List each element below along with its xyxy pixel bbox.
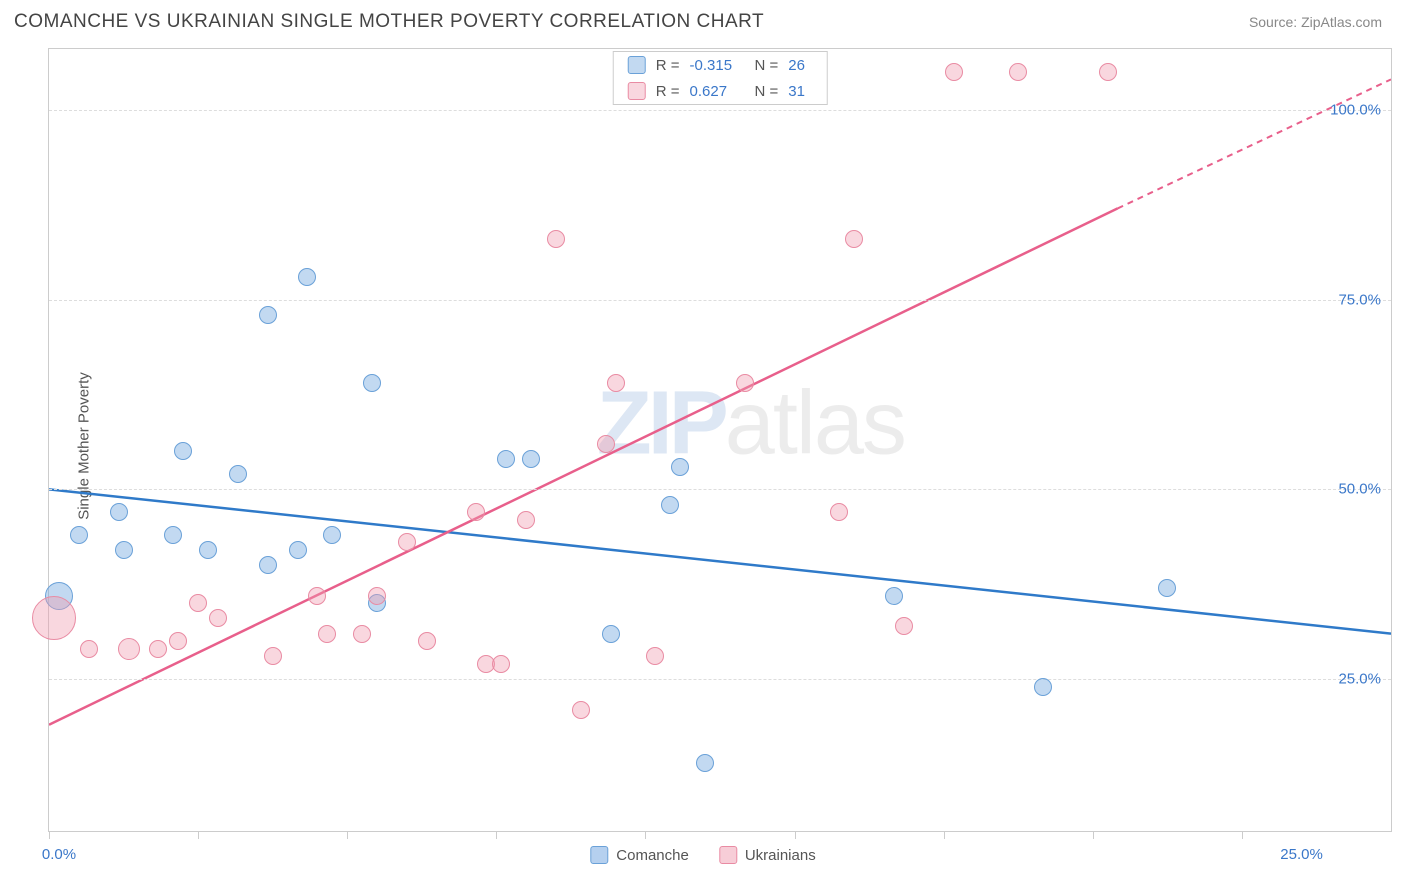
data-point-comanche	[259, 556, 277, 574]
data-point-ukrainians	[830, 503, 848, 521]
r-label: R =	[656, 83, 680, 100]
x-tick	[496, 831, 497, 839]
legend-swatch	[628, 56, 646, 74]
data-point-ukrainians	[895, 617, 913, 635]
data-point-comanche	[885, 587, 903, 605]
data-point-comanche	[671, 458, 689, 476]
gridline-h	[49, 300, 1391, 301]
data-point-comanche	[661, 496, 679, 514]
r-value: 0.627	[690, 83, 745, 100]
data-point-ukrainians	[32, 596, 76, 640]
data-point-comanche	[259, 306, 277, 324]
gridline-h	[49, 679, 1391, 680]
data-point-ukrainians	[264, 647, 282, 665]
y-tick-label: 75.0%	[1338, 291, 1381, 308]
data-point-comanche	[522, 450, 540, 468]
n-label: N =	[755, 57, 779, 74]
correlation-legend: R = -0.315 N = 26 R = 0.627 N = 31	[613, 51, 828, 105]
n-value: 31	[788, 83, 812, 100]
x-tick	[347, 831, 348, 839]
legend-label: Ukrainians	[745, 847, 816, 864]
data-point-comanche	[1158, 579, 1176, 597]
data-point-comanche	[298, 268, 316, 286]
data-point-comanche	[696, 754, 714, 772]
legend-label: Comanche	[616, 847, 689, 864]
chart-source: Source: ZipAtlas.com	[1249, 14, 1382, 30]
data-point-ukrainians	[149, 640, 167, 658]
data-point-ukrainians	[80, 640, 98, 658]
legend-swatch	[628, 82, 646, 100]
data-point-ukrainians	[1099, 63, 1117, 81]
data-point-comanche	[174, 442, 192, 460]
data-point-ukrainians	[646, 647, 664, 665]
trendline-comanche	[49, 489, 1391, 633]
data-point-comanche	[70, 526, 88, 544]
series-legend: Comanche Ukrainians	[590, 846, 815, 864]
trendline-ukrainians	[49, 208, 1118, 724]
data-point-comanche	[229, 465, 247, 483]
data-point-ukrainians	[607, 374, 625, 392]
r-label: R =	[656, 57, 680, 74]
data-point-ukrainians	[318, 625, 336, 643]
trendline-ext-ukrainians	[1118, 79, 1391, 208]
data-point-ukrainians	[418, 632, 436, 650]
data-point-comanche	[164, 526, 182, 544]
data-point-ukrainians	[353, 625, 371, 643]
data-point-comanche	[497, 450, 515, 468]
legend-row-comanche: R = -0.315 N = 26	[614, 52, 827, 78]
data-point-comanche	[289, 541, 307, 559]
data-point-ukrainians	[597, 435, 615, 453]
x-tick	[49, 831, 50, 839]
data-point-comanche	[602, 625, 620, 643]
y-tick-label: 50.0%	[1338, 481, 1381, 498]
trend-lines	[49, 49, 1391, 831]
data-point-ukrainians	[736, 374, 754, 392]
x-tick	[198, 831, 199, 839]
x-tick	[645, 831, 646, 839]
x-tick	[1242, 831, 1243, 839]
data-point-comanche	[363, 374, 381, 392]
n-label: N =	[755, 83, 779, 100]
x-tick	[944, 831, 945, 839]
data-point-ukrainians	[368, 587, 386, 605]
data-point-ukrainians	[572, 701, 590, 719]
legend-swatch	[590, 846, 608, 864]
data-point-ukrainians	[845, 230, 863, 248]
y-tick-label: 100.0%	[1330, 101, 1381, 118]
data-point-comanche	[323, 526, 341, 544]
data-point-comanche	[199, 541, 217, 559]
legend-item: Comanche	[590, 846, 689, 864]
data-point-ukrainians	[189, 594, 207, 612]
data-point-ukrainians	[1009, 63, 1027, 81]
legend-row-ukrainians: R = 0.627 N = 31	[614, 78, 827, 104]
data-point-ukrainians	[467, 503, 485, 521]
data-point-comanche	[1034, 678, 1052, 696]
plot-area: ZIPatlas R =-0.315N =26R =0.627N =31 25.…	[48, 48, 1392, 832]
chart-title: COMANCHE VS UKRAINIAN SINGLE MOTHER POVE…	[14, 11, 764, 33]
data-point-ukrainians	[209, 609, 227, 627]
legend-item: Ukrainians	[719, 846, 816, 864]
y-tick-label: 25.0%	[1338, 671, 1381, 688]
data-point-ukrainians	[517, 511, 535, 529]
data-point-comanche	[110, 503, 128, 521]
chart-header: COMANCHE VS UKRAINIAN SINGLE MOTHER POVE…	[0, 0, 1406, 44]
legend-swatch	[719, 846, 737, 864]
data-point-ukrainians	[398, 533, 416, 551]
gridline-h	[49, 110, 1391, 111]
data-point-ukrainians	[118, 638, 140, 660]
data-point-ukrainians	[547, 230, 565, 248]
x-tick-label: 25.0%	[1280, 846, 1323, 863]
x-tick	[795, 831, 796, 839]
r-value: -0.315	[690, 57, 745, 74]
data-point-comanche	[115, 541, 133, 559]
data-point-ukrainians	[945, 63, 963, 81]
n-value: 26	[788, 57, 812, 74]
data-point-ukrainians	[169, 632, 187, 650]
gridline-h	[49, 489, 1391, 490]
data-point-ukrainians	[308, 587, 326, 605]
x-tick-label: 0.0%	[42, 846, 76, 863]
watermark-atlas: atlas	[725, 374, 905, 474]
data-point-ukrainians	[492, 655, 510, 673]
x-tick	[1093, 831, 1094, 839]
